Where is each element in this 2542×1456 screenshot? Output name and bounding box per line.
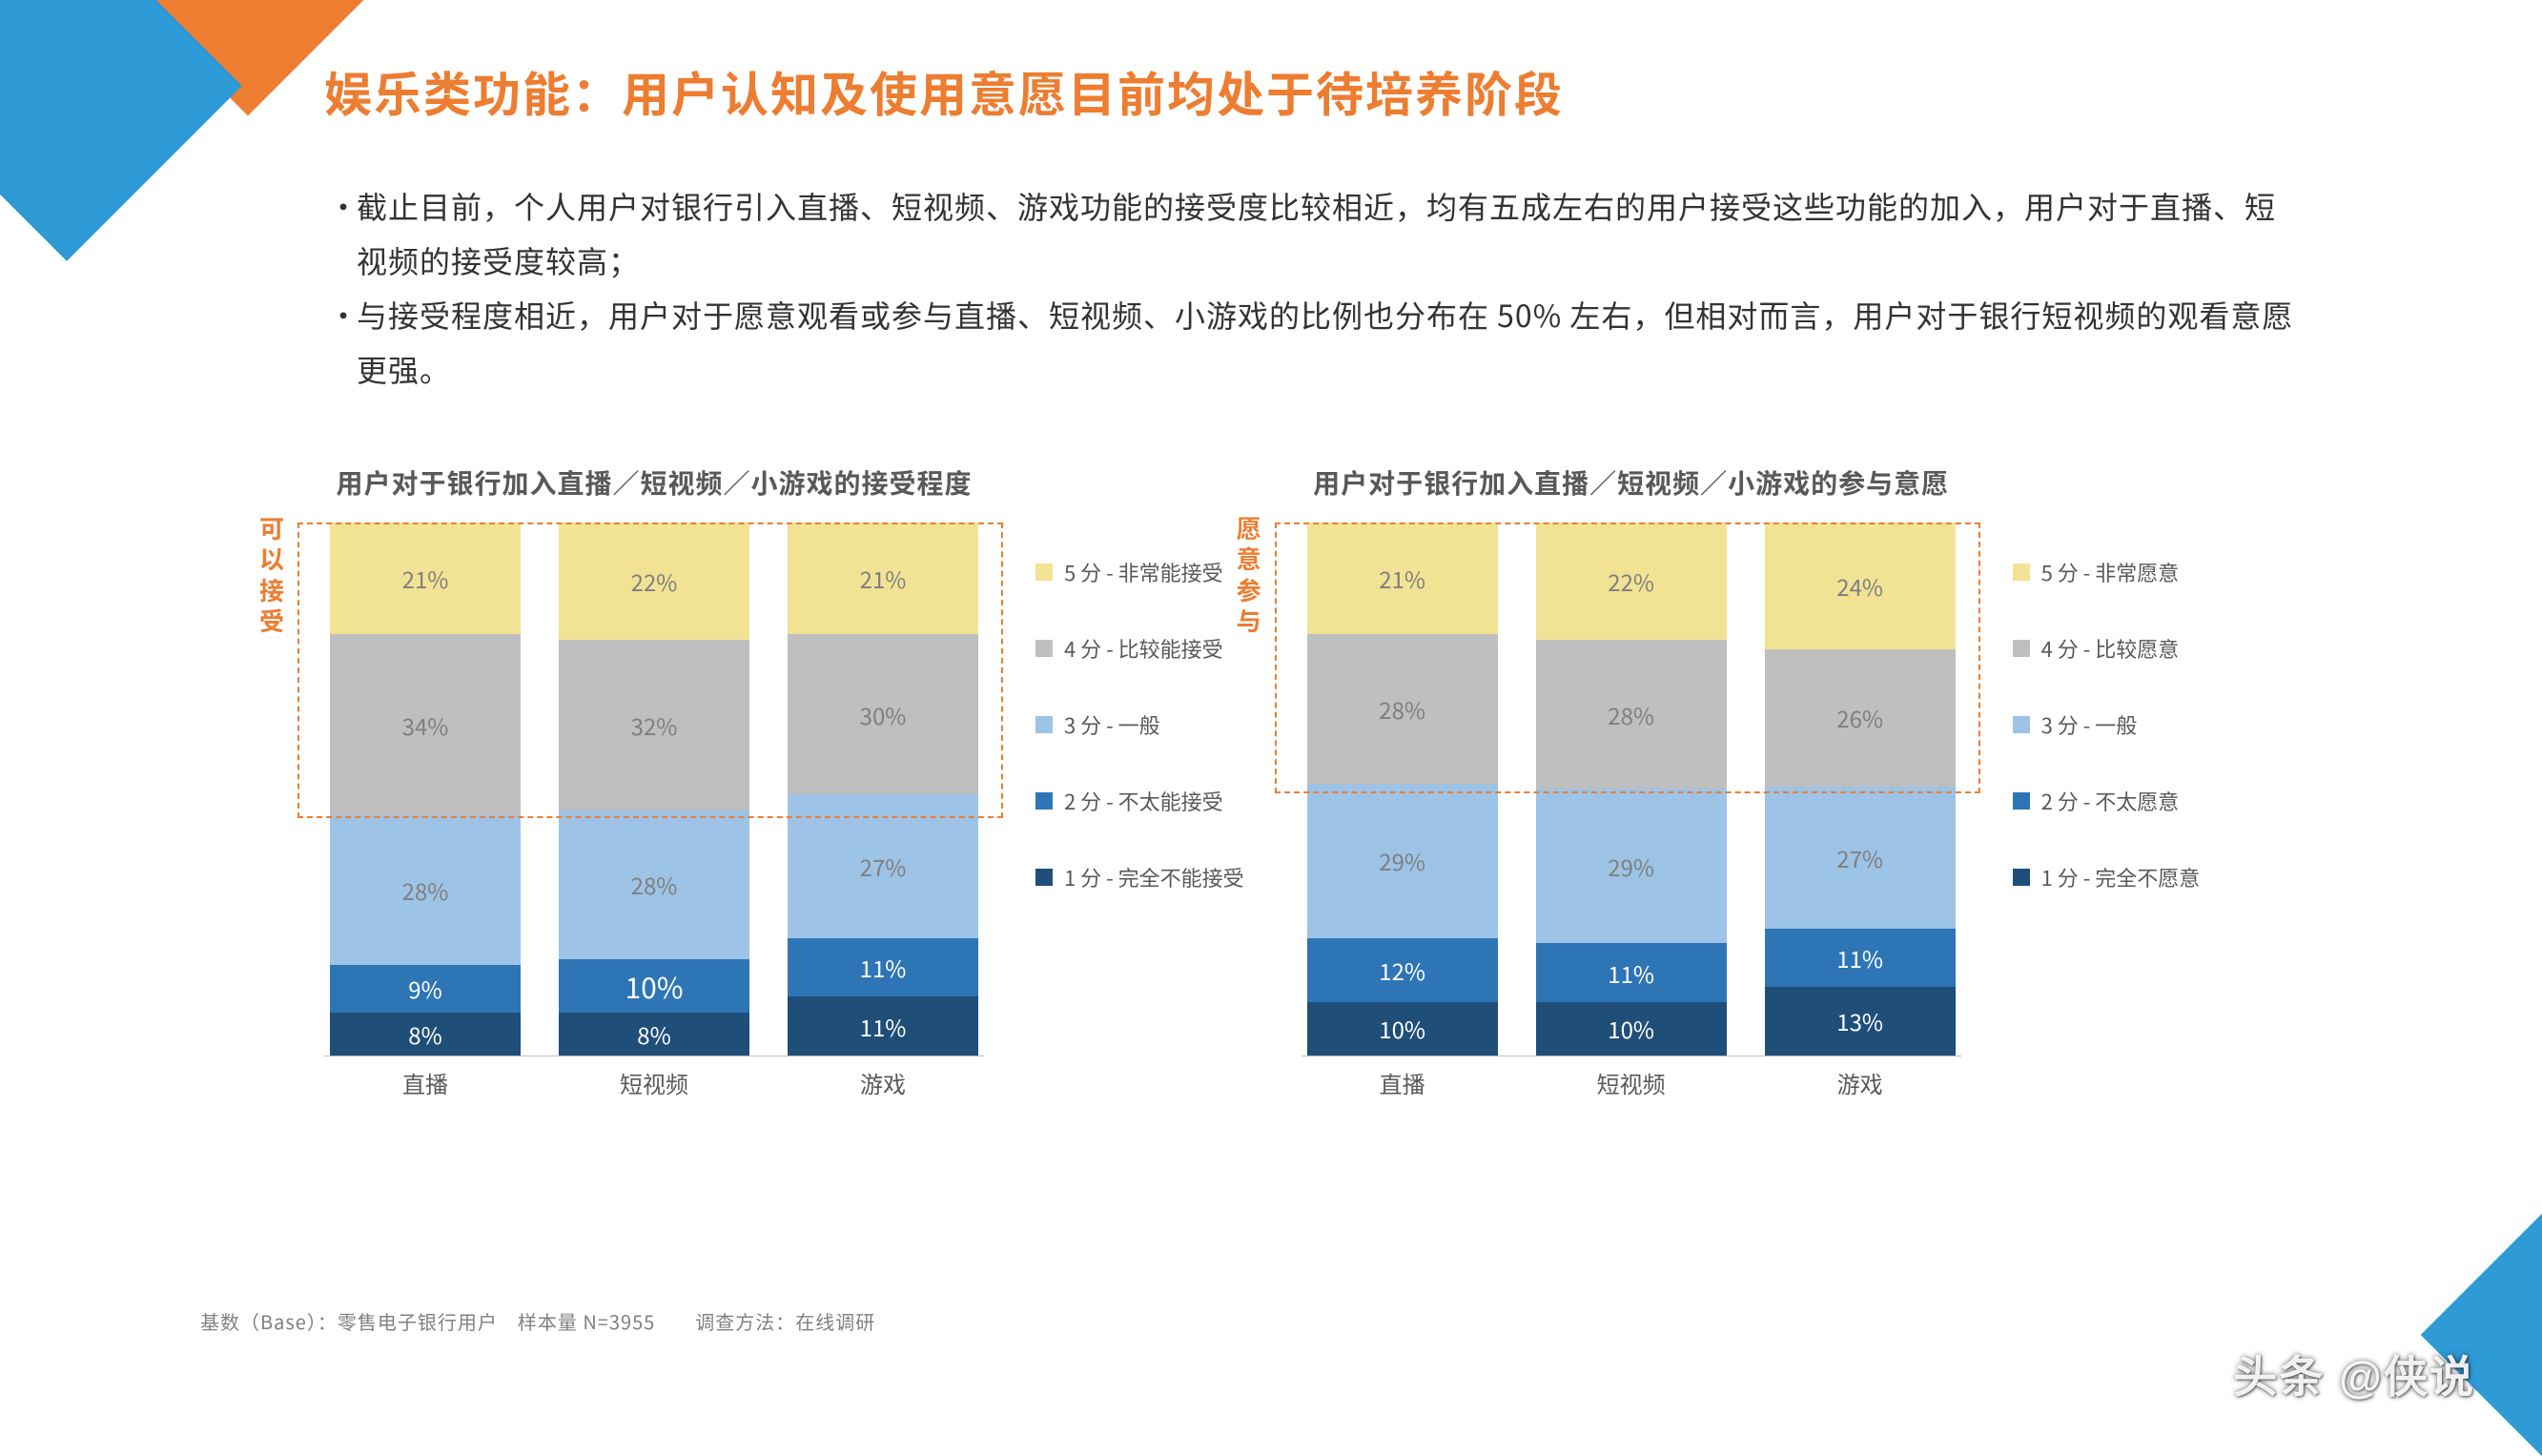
bar: 21%34%28%9%8% [330, 523, 521, 1056]
bar-segment-s4: 34% [330, 634, 521, 815]
watermark: 头条 @侠说 [2233, 1343, 2475, 1405]
category-label: 短视频 [559, 1066, 749, 1099]
legend-label: 2 分 - 不太能接受 [1064, 786, 1223, 816]
legend-label: 5 分 - 非常愿意 [2041, 557, 2180, 587]
legend-label: 2 分 - 不太愿意 [2041, 786, 2180, 816]
bar-segment-s1: 8% [330, 1013, 521, 1056]
legend-label: 1 分 - 完全不能接受 [1064, 862, 1244, 892]
chart-willingness: 用户对于银行加入直播／短视频／小游戏的参与意愿 愿意参与 21%28%29%12… [1302, 463, 1961, 1099]
bar-segment-s1: 11% [788, 996, 978, 1055]
bullet-list: 截止目前，个人用户对银行引入直播、短视频、游戏功能的接受度比较相近，均有五成左右… [324, 179, 2294, 397]
bar-segment-s3: 29% [1307, 784, 1498, 938]
bar-segment-s3: 28% [559, 810, 749, 960]
legend-willingness: 5 分 - 非常愿意 4 分 - 比较愿意 3 分 - 一般 2 分 - 不太愿意 1 … [2013, 557, 2201, 892]
bar-segment-s4: 28% [1536, 640, 1727, 790]
legend-label: 3 分 - 一般 [2041, 709, 2138, 740]
legend-item: 4 分 - 比较能接受 [1035, 633, 1244, 664]
bar-segment-s4: 30% [788, 634, 978, 794]
bar-segment-s2: 11% [1536, 943, 1727, 1001]
legend-label: 4 分 - 比较愿意 [2041, 633, 2180, 664]
bar-segment-s1: 8% [559, 1013, 749, 1056]
deco-br [2421, 1214, 2542, 1456]
legend-item: 3 分 - 一般 [1035, 709, 1244, 740]
category-label: 游戏 [788, 1066, 978, 1099]
category-label: 直播 [330, 1066, 521, 1099]
bar-segment-s5: 22% [1536, 523, 1727, 640]
legend-label: 5 分 - 非常能接受 [1064, 557, 1223, 587]
chart-side-label: 愿意参与 [1235, 513, 1263, 637]
bar: 21%28%29%12%10% [1307, 523, 1498, 1056]
legend-swatch [2013, 640, 2030, 657]
bar-segment-s5: 21% [1307, 523, 1498, 634]
legend-label: 4 分 - 比较能接受 [1064, 633, 1223, 664]
legend-item: 1 分 - 完全不愿意 [2013, 862, 2201, 892]
bar-segment-s4: 26% [1765, 649, 1956, 787]
legend-item: 4 分 - 比较愿意 [2013, 633, 2201, 664]
bar: 24%26%27%11%13% [1765, 523, 1956, 1056]
category-label: 游戏 [1765, 1066, 1956, 1099]
legend-swatch [2013, 792, 2030, 810]
bar-segment-s2: 9% [330, 965, 521, 1013]
bars-wrap: 21%28%29%12%10%22%28%29%11%10%24%26%27%1… [1302, 523, 1961, 1099]
legend-item: 5 分 - 非常愿意 [2013, 557, 2201, 587]
legend-swatch [1035, 640, 1053, 657]
bar-segment-s5: 21% [788, 523, 978, 634]
bar-segment-s5: 24% [1765, 523, 1956, 649]
bullet-item: 截止目前，个人用户对银行引入直播、短视频、游戏功能的接受度比较相近，均有五成左右… [324, 179, 2294, 288]
chart-acceptance: 用户对于银行加入直播／短视频／小游戏的接受程度 可以接受 21%34%28%9%… [324, 463, 984, 1099]
bar-segment-s2: 11% [1765, 929, 1956, 987]
category-label: 直播 [1307, 1066, 1498, 1099]
legend-swatch [2013, 869, 2030, 886]
bar-segment-s1: 10% [1536, 1002, 1727, 1056]
legend-acceptance: 5 分 - 非常能接受 4 分 - 比较能接受 3 分 - 一般 2 分 - 不太能接… [1035, 557, 1244, 892]
legend-label: 1 分 - 完全不愿意 [2041, 862, 2201, 892]
category-label: 短视频 [1536, 1066, 1727, 1099]
charts-row: 用户对于银行加入直播／短视频／小游戏的接受程度 可以接受 21%34%28%9%… [324, 463, 2294, 1099]
chart-side-label: 可以接受 [257, 513, 286, 637]
bar-segment-s3: 27% [1765, 787, 1956, 929]
legend-item: 5 分 - 非常能接受 [1035, 557, 1244, 587]
bars-wrap: 21%34%28%9%8%22%32%28%10%8%21%30%27%11%1… [324, 523, 984, 1099]
legend-swatch [1035, 716, 1053, 733]
bar-segment-s3: 28% [330, 815, 521, 965]
bar-segment-s4: 28% [1307, 634, 1498, 784]
footnote: 基数（Base）：零售电子银行用户 样本量 N=3955 调查方法：在线调研 [200, 1307, 875, 1335]
bar-segment-s3: 27% [788, 794, 978, 938]
bar-segment-s2: 11% [788, 938, 978, 996]
bar: 21%30%27%11%11% [788, 523, 978, 1056]
legend-item: 2 分 - 不太能接受 [1035, 786, 1244, 816]
bullet-item: 与接受程度相近，用户对于愿意观看或参与直播、短视频、小游戏的比例也分布在 50%… [324, 288, 2294, 397]
bars: 21%28%29%12%10%22%28%29%11%10%24%26%27%1… [1302, 523, 1961, 1056]
legend-swatch [1035, 869, 1053, 886]
category-row: 直播 短视频 游戏 [324, 1066, 984, 1099]
slide: 娱乐类功能：用户认知及使用意愿目前均处于待培养阶段 截止目前，个人用户对银行引入… [0, 0, 2542, 1430]
bar: 22%28%29%11%10% [1536, 523, 1727, 1056]
legend-swatch [1035, 564, 1053, 581]
legend-swatch [2013, 564, 2030, 581]
legend-item: 2 分 - 不太愿意 [2013, 786, 2201, 816]
bars: 21%34%28%9%8%22%32%28%10%8%21%30%27%11%1… [324, 523, 984, 1056]
legend-swatch [1035, 792, 1053, 810]
bar-segment-s4: 32% [559, 640, 749, 810]
bar-segment-s1: 13% [1765, 987, 1956, 1056]
bar-segment-s3: 29% [1536, 789, 1727, 943]
chart-title: 用户对于银行加入直播／短视频／小游戏的接受程度 [324, 463, 984, 502]
bar-segment-s2: 10% [559, 959, 749, 1013]
bar-segment-s5: 22% [559, 523, 749, 640]
legend-label: 3 分 - 一般 [1064, 709, 1160, 740]
legend-item: 3 分 - 一般 [2013, 709, 2201, 740]
legend-item: 1 分 - 完全不能接受 [1035, 862, 1244, 892]
bar-segment-s5: 21% [330, 523, 521, 634]
legend-swatch [2013, 716, 2030, 733]
page-title: 娱乐类功能：用户认知及使用意愿目前均处于待培养阶段 [324, 57, 2294, 126]
category-row: 直播 短视频 游戏 [1302, 1066, 1961, 1099]
bar-segment-s1: 10% [1307, 1002, 1498, 1056]
bar: 22%32%28%10%8% [559, 523, 749, 1056]
chart-title: 用户对于银行加入直播／短视频／小游戏的参与意愿 [1302, 463, 1961, 502]
bar-segment-s2: 12% [1307, 938, 1498, 1002]
